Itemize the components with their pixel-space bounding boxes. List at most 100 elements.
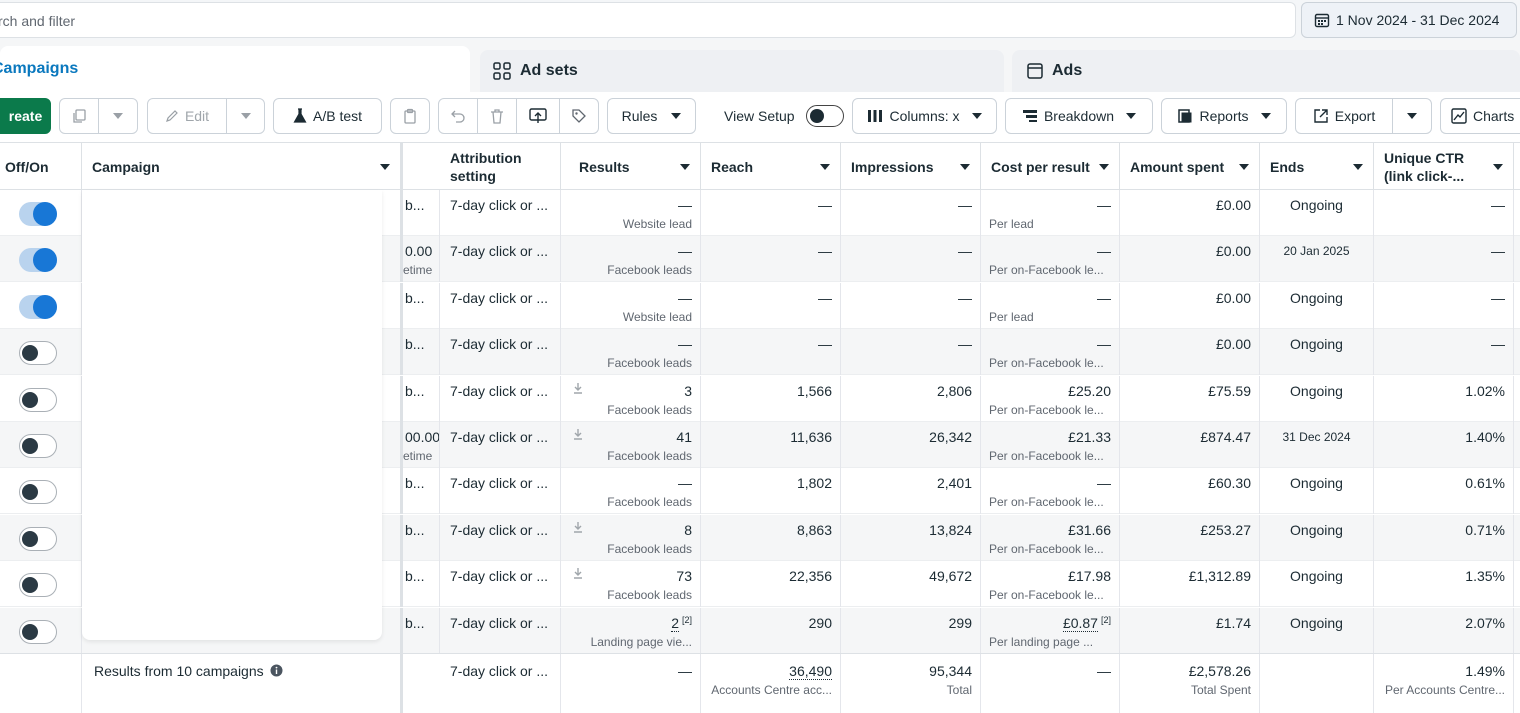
- results-sub: Landing page vie...: [590, 634, 692, 649]
- attribution-cell: 7-day click or ...: [440, 190, 561, 236]
- undo-button[interactable]: [438, 98, 478, 134]
- summary-impressions-text: 95,344: [929, 663, 972, 679]
- reach-cell: 11,636: [701, 422, 841, 468]
- edit-dropdown[interactable]: [226, 98, 265, 134]
- header-cost-per-result[interactable]: Cost per result: [981, 143, 1120, 190]
- header-ends[interactable]: Ends: [1260, 143, 1374, 190]
- campaign-name-cell[interactable]: [82, 422, 403, 468]
- tab-ads[interactable]: Ads: [1012, 50, 1520, 92]
- summary-ends: [1260, 654, 1374, 713]
- toggle-cell: [0, 468, 82, 515]
- delete-button[interactable]: [477, 98, 517, 134]
- spent-text: £0.00: [1215, 243, 1251, 260]
- ends-text: Ongoing: [1290, 521, 1343, 538]
- campaign-toggle[interactable]: [19, 434, 57, 458]
- header-results[interactable]: Results: [561, 143, 701, 190]
- campaign-name-cell[interactable]: [82, 468, 403, 515]
- header-amount-spent[interactable]: Amount spent: [1120, 143, 1260, 190]
- campaign-toggle[interactable]: [19, 480, 57, 505]
- header-unique-ctr[interactable]: Unique CTR (link click-...: [1374, 143, 1514, 190]
- header-impressions[interactable]: Impressions: [841, 143, 981, 190]
- breakdown-button[interactable]: Breakdown: [1005, 98, 1153, 134]
- summary-label: Results from 10 campaigns: [94, 663, 264, 679]
- level-tabs: Campaigns Ad sets Ads: [0, 40, 1520, 92]
- columns-button[interactable]: Columns: x: [852, 98, 997, 134]
- impressions-text: 26,342: [929, 429, 972, 445]
- duplicate-button[interactable]: [59, 98, 99, 134]
- attribution-cell: 7-day click or ...: [440, 375, 561, 422]
- download-icon: [574, 429, 582, 440]
- ends-text: 20 Jan 2025: [1283, 244, 1350, 259]
- campaign-toggle[interactable]: [19, 294, 57, 319]
- create-button[interactable]: reate: [0, 98, 51, 134]
- campaign-name-cell[interactable]: [82, 514, 403, 561]
- reports-icon: [1178, 109, 1192, 123]
- campaign-toggle[interactable]: [19, 387, 57, 412]
- rules-button[interactable]: Rules: [607, 98, 696, 134]
- ends-cell: Ongoing: [1260, 282, 1374, 329]
- view-setup-toggle[interactable]: [806, 105, 844, 127]
- amount-spent-cell: £0.00: [1120, 329, 1260, 376]
- campaign-toggle[interactable]: [19, 341, 57, 366]
- info-icon[interactable]: [270, 664, 283, 677]
- tab-campaigns[interactable]: Campaigns: [0, 46, 470, 92]
- campaign-toggle[interactable]: [19, 526, 57, 551]
- campaign-name-cell[interactable]: [82, 282, 403, 329]
- tag-button[interactable]: [559, 98, 599, 134]
- results-sub: Facebook leads: [607, 449, 692, 463]
- cpr-badge: [2]: [1100, 614, 1111, 625]
- chart-icon: [1451, 108, 1467, 124]
- ctr-text: 0.61%: [1465, 475, 1505, 492]
- budget-cell: 00.00 etime: [403, 422, 440, 468]
- campaign-toggle[interactable]: [19, 619, 57, 644]
- edit-button[interactable]: Edit: [147, 98, 227, 134]
- unique-ctr-cell: 1.40%: [1374, 422, 1514, 468]
- table-row[interactable]: b... 7-day click or ... — Website lead — — — Pe…: [0, 282, 1520, 329]
- header-reach[interactable]: Reach: [701, 143, 841, 190]
- campaign-name-cell[interactable]: [82, 375, 403, 422]
- campaign-toggle[interactable]: [19, 573, 57, 598]
- export-button[interactable]: Export: [1295, 98, 1393, 134]
- cpr-sub: Per landing page ...: [989, 634, 1094, 649]
- date-range-button[interactable]: 1 Nov 2024 - 31 Dec 2024: [1301, 2, 1517, 38]
- header-campaign[interactable]: Campaign: [82, 143, 403, 190]
- tab-ad-sets[interactable]: Ad sets: [480, 50, 1004, 92]
- table-row[interactable]: b... 7-day click or ... — Facebook leads 1,8…: [0, 468, 1520, 515]
- header-attribution[interactable]: Attribution setting: [440, 143, 561, 190]
- campaign-toggle[interactable]: [19, 202, 57, 226]
- cpr-sub: Per on-Facebook le...: [989, 356, 1104, 371]
- duplicate-dropdown[interactable]: [98, 98, 138, 134]
- charts-button[interactable]: Charts: [1440, 98, 1520, 134]
- export-dropdown[interactable]: [1392, 98, 1432, 134]
- reports-button[interactable]: Reports: [1161, 98, 1287, 134]
- unique-ctr-cell: 2.07%: [1374, 607, 1514, 654]
- cost-per-result-cell: — Per lead: [981, 190, 1120, 236]
- attribution-text: 7-day click or ...: [450, 568, 549, 585]
- table-row[interactable]: b... 7-day click or ... — Website lead — — — Pe…: [0, 190, 1520, 236]
- campaign-name-cell[interactable]: [82, 329, 403, 376]
- ends-text: Ongoing: [1290, 614, 1343, 631]
- campaign-toggle[interactable]: [19, 248, 57, 273]
- campaign-name-cell[interactable]: [82, 190, 403, 236]
- ab-test-button[interactable]: A/B test: [273, 98, 382, 134]
- flask-icon: [293, 108, 307, 123]
- clipboard-button[interactable]: [390, 98, 430, 134]
- ctr-text: 1.35%: [1465, 568, 1505, 585]
- results-cell: — Facebook leads: [561, 236, 701, 283]
- reach-text: 1,802: [796, 475, 832, 492]
- summary-reach-sub: Accounts Centre acc...: [711, 683, 832, 697]
- duplicate-icon: [73, 109, 86, 123]
- preview-button[interactable]: [516, 98, 560, 134]
- toggle-cell: [0, 607, 82, 654]
- campaign-name-cell[interactable]: [82, 607, 403, 654]
- search-input[interactable]: rch and filter: [0, 2, 1296, 38]
- clipboard-icon: [404, 108, 416, 124]
- impressions-cell: 49,672: [841, 561, 981, 608]
- rules-label: Rules: [621, 108, 658, 124]
- table-row[interactable]: b... 7-day click or ... 3 Facebook leads 1,5…: [0, 375, 1520, 422]
- campaign-name-cell[interactable]: [82, 236, 403, 283]
- campaign-name-cell[interactable]: [82, 561, 403, 608]
- budget-cell: b...: [403, 375, 440, 422]
- table-row[interactable]: b... 7-day click or ... 73 Facebook leads 22…: [0, 561, 1520, 608]
- ends-text: Ongoing: [1290, 197, 1343, 213]
